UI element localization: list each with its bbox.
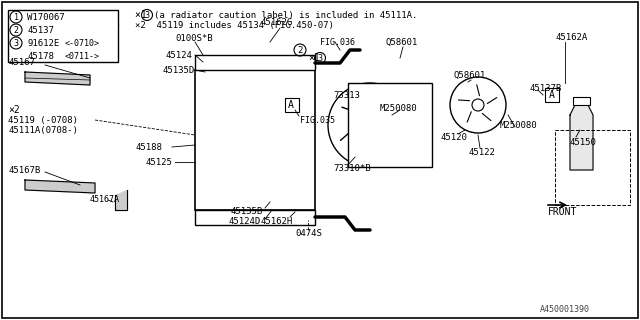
Text: A: A	[549, 90, 555, 100]
Text: ×2: ×2	[8, 105, 20, 115]
Polygon shape	[570, 105, 593, 170]
Text: 45124: 45124	[165, 51, 192, 60]
Text: 45188: 45188	[135, 142, 162, 151]
Text: 45137: 45137	[27, 26, 54, 35]
Polygon shape	[25, 72, 90, 85]
Text: 3: 3	[317, 53, 323, 62]
Text: M250080: M250080	[380, 103, 418, 113]
Text: FIG.035: FIG.035	[300, 116, 335, 124]
Text: 3: 3	[145, 11, 150, 20]
FancyArrowPatch shape	[467, 112, 471, 122]
Text: 91612E: 91612E	[27, 38, 60, 47]
FancyArrowPatch shape	[477, 85, 479, 96]
Text: M250080: M250080	[500, 121, 538, 130]
Text: 45111A(0708-): 45111A(0708-)	[8, 125, 78, 134]
Bar	[8, 10, 118, 62]
Text: <0711->: <0711->	[65, 52, 100, 60]
Text: <-0710>: <-0710>	[65, 38, 100, 47]
Text: 2: 2	[13, 26, 19, 35]
Bar	[573, 97, 590, 105]
Text: 45137B: 45137B	[530, 84, 563, 92]
Text: 73313: 73313	[333, 91, 360, 100]
Text: 45178: 45178	[27, 52, 54, 60]
FancyArrowPatch shape	[483, 113, 491, 121]
Bar	[348, 83, 432, 167]
Text: 45162H: 45162H	[260, 218, 292, 227]
Polygon shape	[25, 180, 95, 193]
Text: Q58601: Q58601	[453, 70, 485, 79]
Bar	[545, 88, 559, 102]
Text: FRONT: FRONT	[548, 207, 577, 217]
FancyArrowPatch shape	[342, 107, 362, 114]
Text: 0474S: 0474S	[295, 229, 322, 238]
Text: 45124D: 45124D	[228, 218, 260, 227]
Text: 45162G: 45162G	[260, 18, 292, 27]
Bar	[195, 210, 315, 225]
Text: 73310*B: 73310*B	[333, 164, 371, 172]
Text: A: A	[288, 100, 294, 110]
Text: 1: 1	[13, 12, 19, 21]
FancyArrowPatch shape	[384, 109, 399, 123]
Text: 45120: 45120	[440, 132, 467, 141]
Text: 45125: 45125	[145, 157, 172, 166]
Text: 45122: 45122	[468, 148, 495, 156]
FancyArrowPatch shape	[371, 92, 376, 112]
FancyArrowPatch shape	[487, 98, 497, 103]
Text: W170067: W170067	[27, 12, 65, 21]
Text: 45150: 45150	[570, 138, 597, 147]
Text: 45167A: 45167A	[90, 196, 120, 204]
Text: ×1: ×1	[135, 10, 159, 20]
Text: (a radiator caution label) is included in 45111A.: (a radiator caution label) is included i…	[154, 11, 417, 20]
Bar	[195, 70, 315, 210]
Bar	[555, 130, 630, 205]
Polygon shape	[115, 190, 127, 210]
Text: 0100S*B: 0100S*B	[175, 34, 212, 43]
Text: 45167B: 45167B	[8, 165, 40, 174]
Text: ×1: ×1	[308, 53, 320, 63]
Text: 45119 (-0708): 45119 (-0708)	[8, 116, 78, 124]
FancyArrowPatch shape	[365, 138, 369, 158]
Text: 45162A: 45162A	[556, 33, 588, 42]
Text: Q58601: Q58601	[385, 37, 417, 46]
FancyArrowPatch shape	[458, 100, 470, 101]
Text: A450001390: A450001390	[540, 306, 590, 315]
Text: 45135B: 45135B	[230, 207, 262, 217]
Text: 2: 2	[298, 45, 303, 54]
FancyArrowPatch shape	[340, 127, 356, 140]
Text: 3: 3	[13, 38, 19, 47]
Text: 45167: 45167	[8, 58, 35, 67]
Bar	[195, 55, 315, 70]
Text: 45135D: 45135D	[162, 66, 195, 75]
Text: FIG.036: FIG.036	[320, 37, 355, 46]
Text: ×2  45119 includes 45134 (FIG.450-07): ×2 45119 includes 45134 (FIG.450-07)	[135, 20, 334, 29]
FancyArrowPatch shape	[379, 136, 398, 143]
Bar	[285, 98, 299, 112]
